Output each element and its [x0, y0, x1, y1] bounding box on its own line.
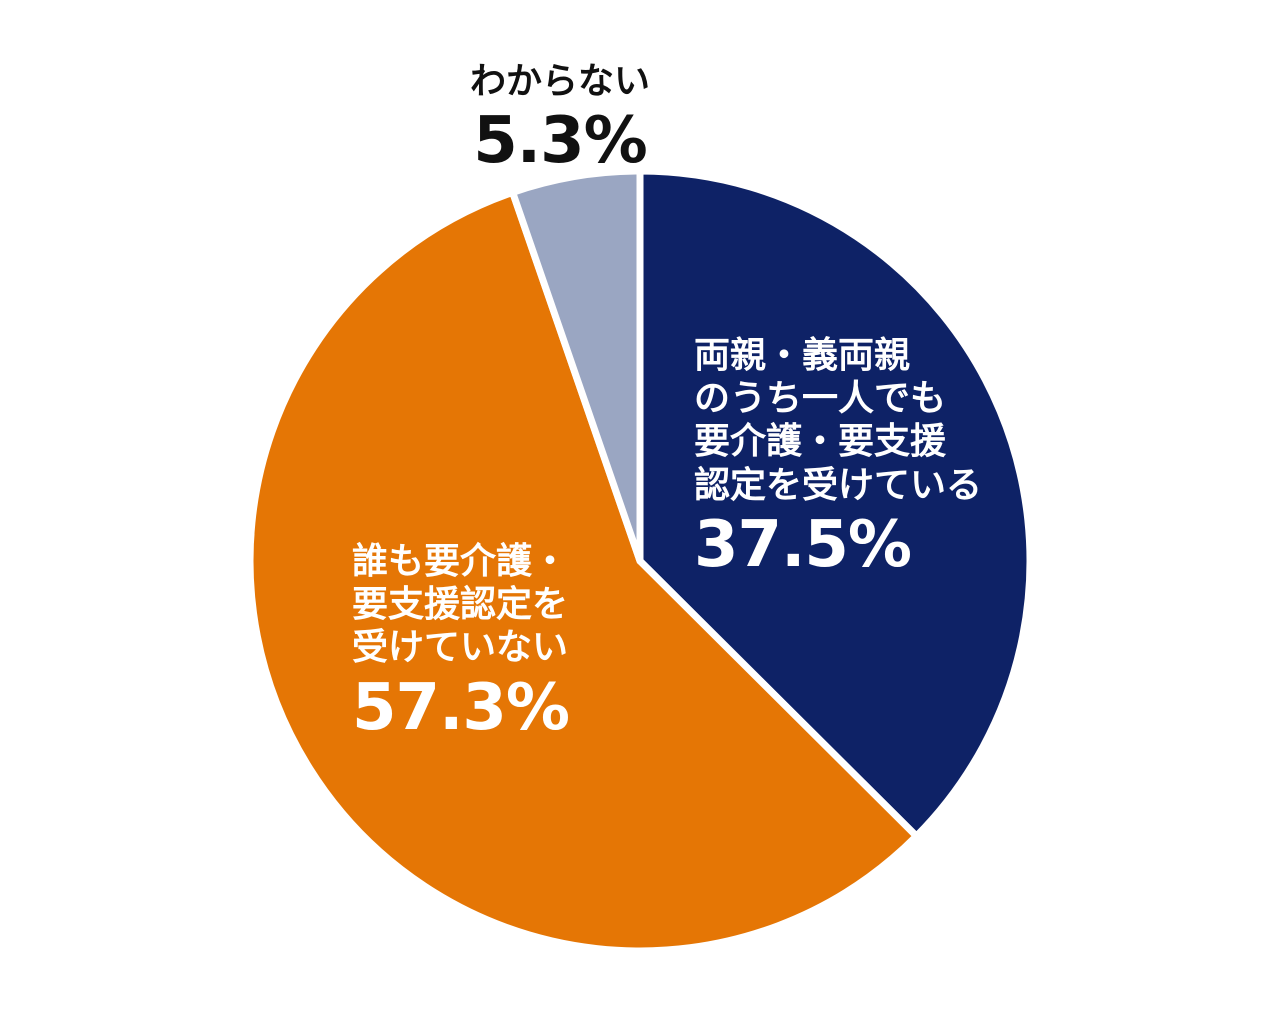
- slice-label-line: 要支援認定を: [352, 584, 569, 626]
- slice-not-certified: [246, 188, 920, 955]
- slice-label-care-certified: 両親・義両親 のうち一人でも 要介護・要支援 認定を受けている 37.5%: [694, 334, 982, 584]
- slice-label-not-certified: 誰も要介護・ 要支援認定を 受けていない 57.3%: [352, 540, 570, 746]
- slice-unknown: [509, 167, 644, 565]
- slice-label-line: 両親・義両親: [694, 335, 911, 376]
- slice-label-line: 認定を受けている: [694, 464, 983, 506]
- slice-label-unknown: わからない 5.3%: [470, 60, 650, 180]
- slice-value-label: 5.3%: [473, 104, 648, 179]
- slice-value-label: 57.3%: [352, 670, 570, 745]
- slice-label-line: のうち一人でも: [694, 378, 947, 420]
- slice-care-certified: [636, 167, 1034, 840]
- slice-label-line: 受けていない: [352, 627, 569, 669]
- slice-label-line: 要介護・要支援: [694, 421, 947, 463]
- slice-label-line: わからない: [470, 61, 651, 102]
- slice-label-line: 誰も要介護・: [352, 541, 569, 582]
- slice-value-label: 37.5%: [694, 507, 912, 582]
